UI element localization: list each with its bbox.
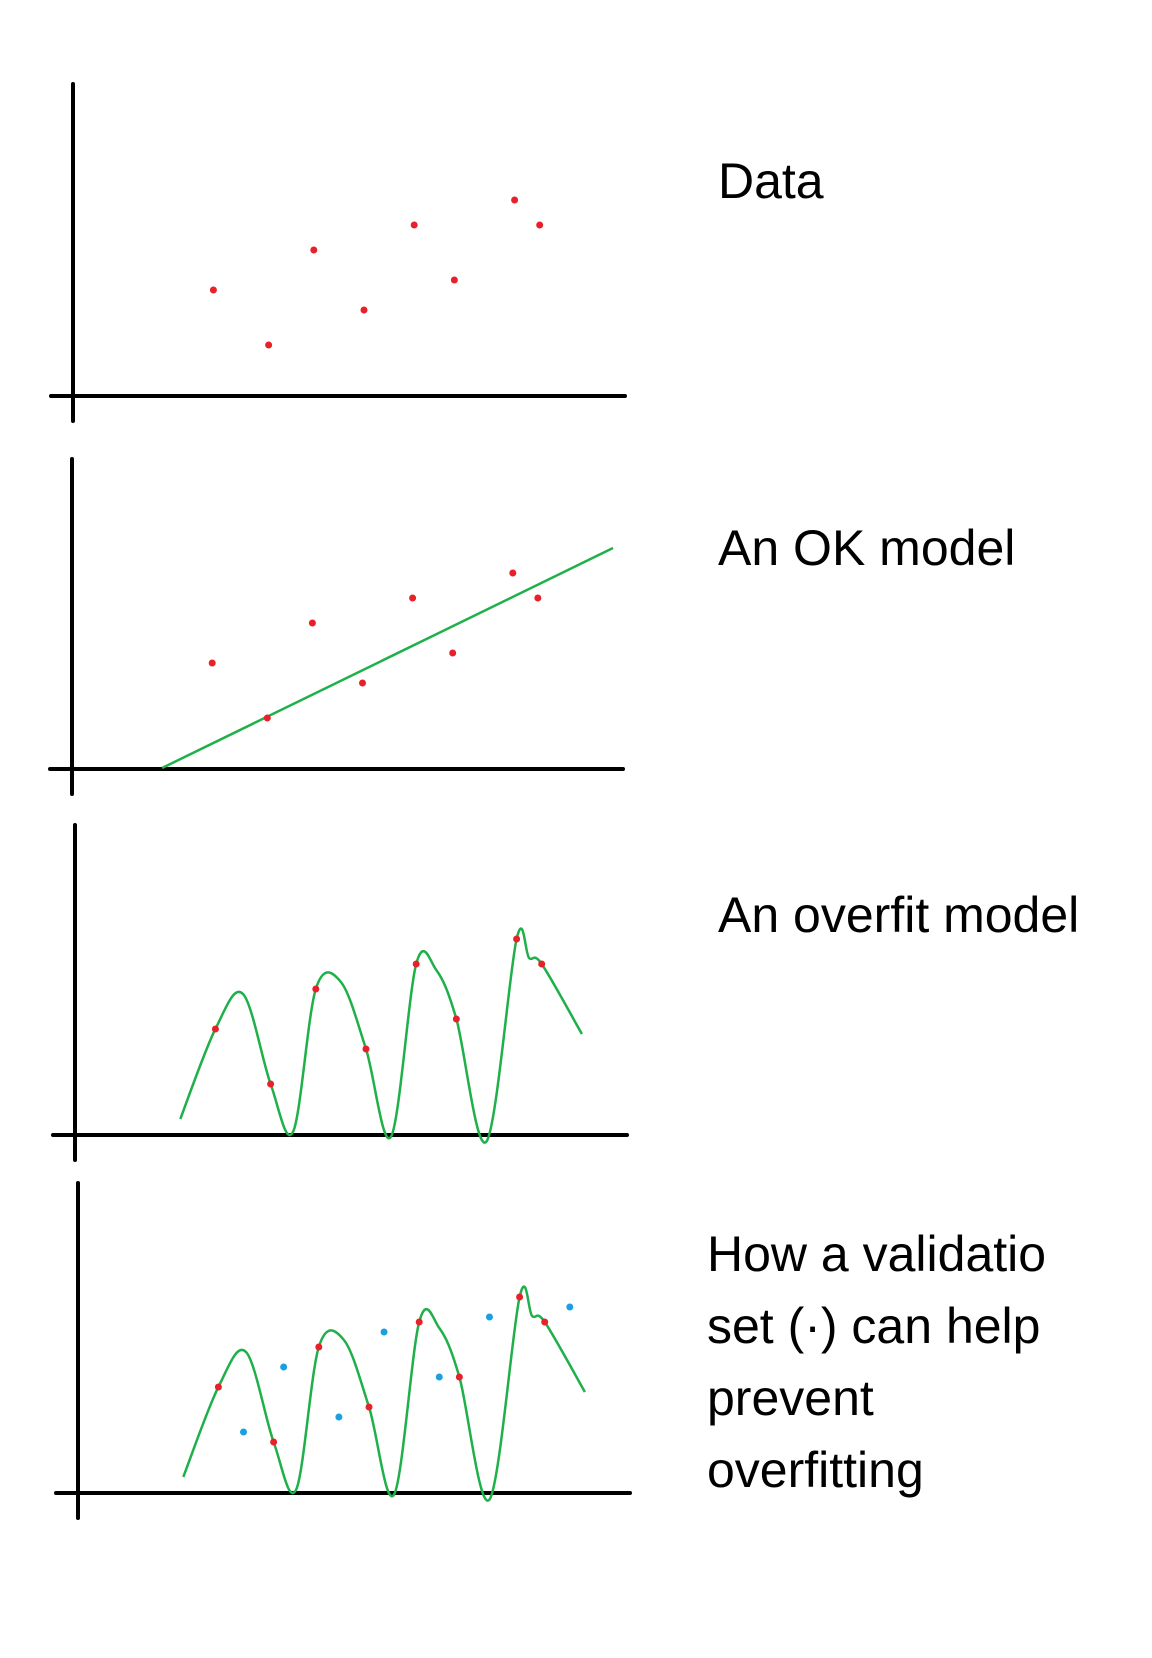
training-point xyxy=(360,306,368,314)
model-line xyxy=(179,927,583,1144)
training-point xyxy=(511,196,519,204)
caption-line: How a validatio xyxy=(707,1226,1047,1282)
training-point xyxy=(308,619,316,627)
training-point xyxy=(410,221,418,229)
training-point xyxy=(538,960,546,968)
validation-point xyxy=(566,1303,574,1311)
validation-point xyxy=(240,1428,247,1436)
training-point xyxy=(455,1373,463,1381)
training-point xyxy=(516,1293,524,1301)
training-point xyxy=(310,246,318,254)
training-point xyxy=(270,1438,278,1446)
caption-line: Data xyxy=(718,153,824,209)
training-point xyxy=(312,985,320,993)
training-point xyxy=(452,1015,460,1023)
training-point xyxy=(415,1318,423,1326)
caption-line: An OK model xyxy=(718,520,1016,576)
training-point xyxy=(412,960,420,968)
training-point xyxy=(449,649,457,657)
training-point xyxy=(359,679,366,687)
training-point xyxy=(211,1025,219,1033)
training-point xyxy=(315,1343,323,1351)
training-point xyxy=(209,286,217,294)
training-point xyxy=(265,341,273,349)
caption-line: prevent xyxy=(707,1370,874,1426)
training-point xyxy=(267,1080,275,1088)
model-line xyxy=(182,1285,586,1502)
training-point xyxy=(534,594,542,602)
validation-point xyxy=(280,1363,288,1371)
caption-line: set (·) can help xyxy=(707,1298,1041,1354)
training-point xyxy=(509,569,517,577)
caption-line: An overfit model xyxy=(718,887,1080,943)
model-line xyxy=(161,546,614,770)
validation-point xyxy=(380,1328,388,1336)
caption-validation-set: How a validatio set (·) can help prevent… xyxy=(707,1218,1046,1506)
caption-data: Data xyxy=(718,145,824,217)
training-point xyxy=(409,594,417,602)
caption-ok-model: An OK model xyxy=(718,512,1015,584)
training-point xyxy=(450,276,458,284)
training-point xyxy=(214,1383,222,1391)
training-point xyxy=(513,935,521,943)
training-point xyxy=(208,659,216,667)
validation-point xyxy=(485,1313,493,1321)
training-point xyxy=(263,714,271,722)
training-point xyxy=(536,221,544,229)
training-point xyxy=(362,1045,370,1053)
validation-point xyxy=(335,1413,343,1421)
caption-line: overfitting xyxy=(707,1442,924,1498)
validation-point xyxy=(435,1373,443,1381)
training-point xyxy=(365,1403,373,1411)
training-point xyxy=(541,1318,549,1326)
caption-overfit-model: An overfit model xyxy=(718,879,1079,951)
